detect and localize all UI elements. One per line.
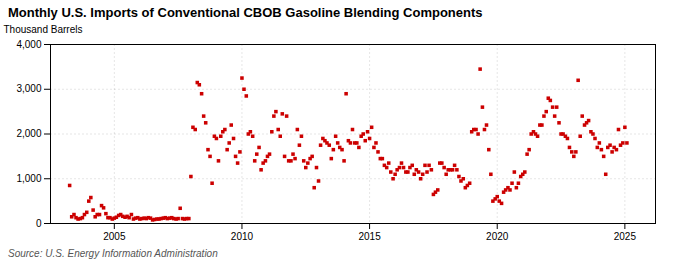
svg-text:2005: 2005 xyxy=(103,231,126,242)
html-text:Monthly U.S. Imports of Conven: Monthly U.S. Imports of Conventional CBO… xyxy=(8,5,483,20)
svg-text:3,000: 3,000 xyxy=(16,83,41,94)
svg-text:1,000: 1,000 xyxy=(16,173,41,184)
svg-text:2010: 2010 xyxy=(231,231,254,242)
html-text:Source: U.S. Energy Informatio: Source: U.S. Energy Information Administ… xyxy=(8,248,218,259)
svg-text:2015: 2015 xyxy=(358,231,381,242)
svg-text:2020: 2020 xyxy=(486,231,509,242)
svg-text:4,000: 4,000 xyxy=(16,39,41,50)
svg-text:2025: 2025 xyxy=(614,231,637,242)
svg-text:Thousand Barrels: Thousand Barrels xyxy=(4,24,83,35)
svg-text:0: 0 xyxy=(36,218,42,229)
svg-text:2,000: 2,000 xyxy=(16,128,41,139)
